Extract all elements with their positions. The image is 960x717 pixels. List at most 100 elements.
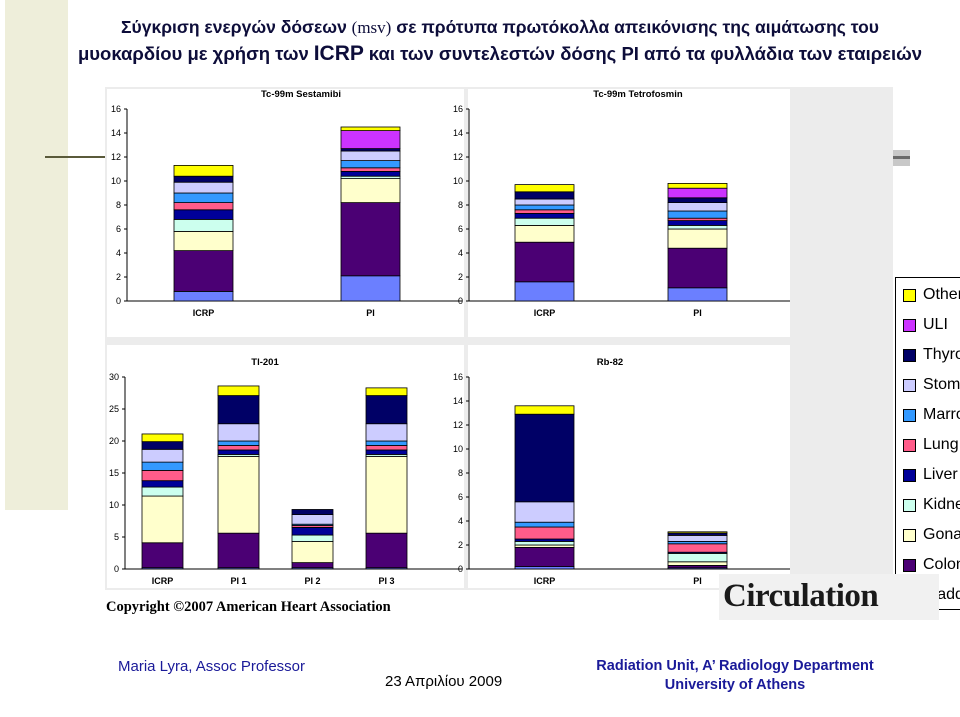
bar-segment-tc-99m-sestamibi-pi-lung	[340, 167, 401, 172]
y-tick-label-tc-99m-tetrofosmin: 12	[453, 152, 463, 162]
slide-title: Σύγκριση ενεργών δόσεων (msv) σε πρότυπα…	[60, 14, 940, 67]
bar-segment-tc-99m-tetrofosmin-icrp-other	[514, 184, 575, 193]
y-tick-label-rb-82: 0	[458, 564, 463, 574]
y-tick-label-tl-201: 0	[114, 564, 119, 574]
bar-segment-tc-99m-sestamibi-icrp-lung	[173, 202, 234, 211]
legend-item-lung: Lung	[903, 430, 959, 460]
title-line1-part1: Σύγκριση ενεργών δόσεων	[121, 17, 347, 37]
logo-text: Circulation	[723, 578, 879, 614]
y-tick-label-rb-82: 16	[453, 372, 463, 382]
legend-swatch-lung	[903, 438, 916, 452]
y-tick-label-tl-201: 5	[114, 532, 119, 542]
bar-segment-tl-201-icrp-thyroid	[141, 441, 184, 450]
bar-segment-tl-201-pi-3-lung	[365, 445, 408, 451]
legend-label-other: Other	[923, 286, 960, 303]
bar-segment-tl-201-pi-1-marrow	[217, 440, 260, 446]
legend-item-colon: Colon	[903, 550, 960, 580]
y-tick-label-tc-99m-tetrofosmin: 14	[453, 128, 463, 138]
footer-author: Maria Lyra, Assoc Professor	[118, 658, 306, 675]
x-tick-label-tc-99m-tetrofosmin: ICRP	[534, 308, 556, 318]
x-tick-label-tc-99m-sestamibi: PI	[366, 308, 375, 318]
y-tick-label-tc-99m-tetrofosmin: 10	[453, 176, 463, 186]
chart-title-rb-82: Rb-82	[597, 357, 623, 368]
bar-segment-tc-99m-sestamibi-icrp-kidney	[173, 218, 234, 232]
x-tick-label-tc-99m-tetrofosmin: PI	[693, 308, 702, 318]
y-tick-label-tc-99m-tetrofosmin: 16	[453, 104, 463, 114]
bar-segment-tc-99m-sestamibi-pi-colon	[340, 202, 401, 277]
bar-segment-tc-99m-tetrofosmin-pi-bladder	[667, 287, 728, 302]
y-tick-label-tl-201: 20	[109, 436, 119, 446]
legend-item-uli: ULI	[903, 310, 948, 340]
x-tick-label-tc-99m-sestamibi: ICRP	[193, 308, 215, 318]
bar-segment-tl-201-pi-3-stomach	[365, 423, 408, 442]
copyright-notice: Copyright ©2007 American Heart Associati…	[106, 599, 391, 615]
bar-segment-tc-99m-sestamibi-icrp-liver	[173, 209, 234, 220]
bar-segment-tc-99m-tetrofosmin-icrp-thyroid	[514, 191, 575, 200]
bar-segment-tc-99m-sestamibi-icrp-thyroid	[173, 175, 234, 183]
chart-title-tc-99m-tetrofosmin: Tc-99m Tetrofosmin	[593, 89, 683, 100]
x-tick-label-tl-201: PI 2	[304, 576, 320, 586]
bar-segment-tc-99m-tetrofosmin-pi-colon	[667, 247, 728, 289]
legend-label-thyroid: Thyroid	[923, 346, 960, 363]
bar-segment-rb-82-icrp-colon	[514, 546, 575, 567]
footer-affiliation: Radiation Unit, A’ Radiology Department …	[560, 657, 910, 695]
legend-label-liver: Liver	[923, 466, 958, 483]
legend-label-kidney: Kidney	[923, 496, 960, 513]
chart-legend: Other ULI Thyroid Stomach Marrow Lung Li…	[895, 277, 960, 610]
bar-segment-tl-201-pi-2-liver	[291, 526, 334, 536]
bar-segment-tc-99m-sestamibi-icrp-bladder	[173, 290, 234, 302]
bar-segment-rb-82-pi-kidney	[667, 552, 728, 563]
y-tick-label-tc-99m-tetrofosmin: 2	[458, 272, 463, 282]
chart-pane-sestamibi	[107, 89, 464, 337]
bar-segment-tl-201-icrp-other	[141, 433, 184, 443]
slide-sidebar-decoration	[5, 0, 68, 510]
bar-segment-rb-82-icrp-other	[514, 405, 575, 415]
y-tick-label-tl-201: 15	[109, 468, 119, 478]
decorative-rule-left	[45, 156, 105, 158]
bar-segment-tl-201-pi-2-colon	[291, 562, 334, 569]
bar-segment-tl-201-pi-1-stomach	[217, 423, 260, 442]
bar-segment-tl-201-pi-3-marrow	[365, 440, 408, 446]
bar-segment-tl-201-icrp-lung	[141, 470, 184, 482]
legend-swatch-kidney	[903, 498, 916, 512]
bar-segment-tc-99m-tetrofosmin-pi-marrow	[667, 210, 728, 219]
bar-segment-tc-99m-sestamibi-pi-liver	[340, 171, 401, 177]
bar-segment-tc-99m-tetrofosmin-icrp-gonads	[514, 224, 575, 243]
bar-segment-rb-82-icrp-thyroid	[514, 413, 575, 503]
bar-segment-tl-201-pi-3-thyroid	[365, 395, 408, 425]
legend-label-marrow: Marrow	[923, 406, 960, 423]
bar-segment-tc-99m-sestamibi-pi-bladder	[340, 275, 401, 302]
bar-segment-tc-99m-tetrofosmin-icrp-stomach	[514, 198, 575, 206]
legend-swatch-marrow	[903, 408, 916, 422]
bar-segment-tc-99m-tetrofosmin-pi-thyroid	[667, 197, 728, 204]
y-tick-label-tc-99m-sestamibi: 14	[111, 128, 121, 138]
y-tick-label-tc-99m-sestamibi: 10	[111, 176, 121, 186]
title-line2-part2: και των συντελεστών δόσης PI από τα φυλλ…	[368, 43, 923, 64]
y-tick-label-tc-99m-sestamibi: 12	[111, 152, 121, 162]
bar-segment-tc-99m-sestamibi-pi-uli	[340, 130, 401, 149]
bar-segment-rb-82-icrp-kidney	[514, 540, 575, 546]
bar-segment-tc-99m-sestamibi-icrp-colon	[173, 250, 234, 292]
bar-segment-tc-99m-sestamibi-icrp-other	[173, 165, 234, 177]
legend-item-thyroid: Thyroid	[903, 340, 960, 370]
y-tick-label-tc-99m-sestamibi: 6	[116, 224, 121, 234]
bar-segment-tc-99m-tetrofosmin-pi-gonads	[667, 228, 728, 249]
bar-segment-tl-201-icrp-liver	[141, 480, 184, 488]
bar-segment-tl-201-icrp-stomach	[141, 448, 184, 463]
decorative-rule-right	[893, 156, 910, 159]
stacked-bar-charts: Tc-99m Sestamibi 0 2 4 6 8 10 12 14 16 ICRP PI Tc-99…	[109, 89, 790, 586]
bar-segment-tc-99m-sestamibi-icrp-gonads	[173, 230, 234, 251]
y-tick-label-tl-201: 30	[109, 372, 119, 382]
y-tick-label-rb-82: 8	[458, 468, 463, 478]
bar-segment-rb-82-icrp-lung	[514, 526, 575, 540]
y-tick-label-rb-82: 14	[453, 396, 463, 406]
footer-affiliation-line2: University of Athens	[664, 677, 806, 693]
x-tick-label-tl-201: ICRP	[152, 576, 174, 586]
legend-label-gonads: Gonads	[923, 526, 960, 543]
y-tick-label-tl-201: 25	[109, 404, 119, 414]
y-tick-label-rb-82: 2	[458, 540, 463, 550]
bar-segment-tc-99m-tetrofosmin-pi-liver	[667, 220, 728, 226]
legend-swatch-stomach	[903, 378, 916, 392]
y-tick-label-rb-82: 6	[458, 492, 463, 502]
bar-segment-tl-201-pi-2-gonads	[291, 541, 334, 564]
